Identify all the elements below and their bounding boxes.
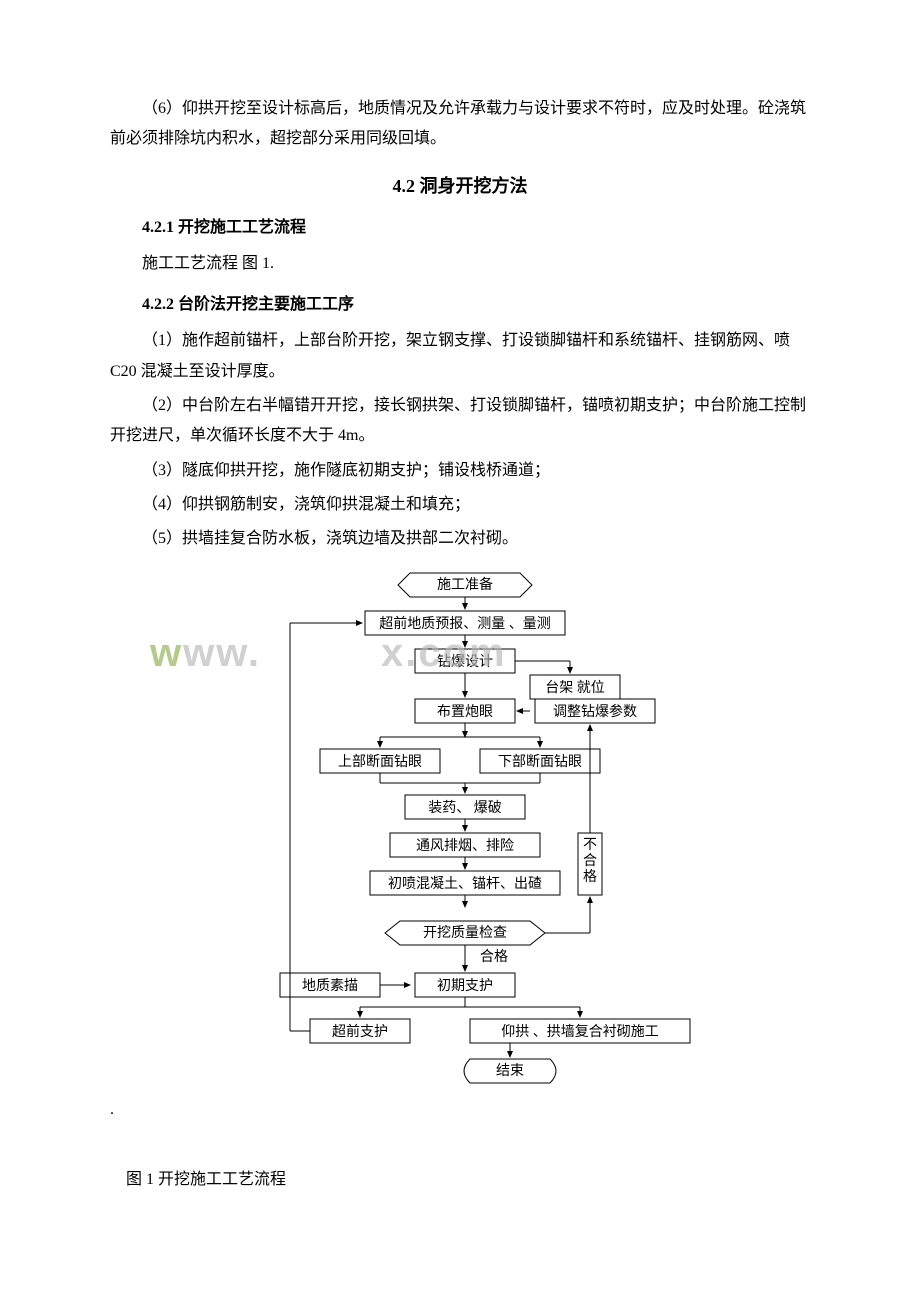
step-5: （5）拱墙挂复合防水板，浇筑边墙及拱部二次衬砌。 (110, 524, 810, 554)
svg-text:开挖质量检查: 开挖质量检查 (423, 925, 507, 941)
svg-text:装药、 爆破: 装药、 爆破 (428, 800, 502, 816)
step-1: （1）施作超前锚杆，上部台阶开挖，架立钢支撑、打设锁脚锚杆和系统锚杆、挂钢筋网、… (110, 326, 810, 387)
svg-text:超前支护: 超前支护 (332, 1023, 388, 1040)
svg-text:下部断面钻眼: 下部断面钻眼 (498, 754, 582, 770)
figure-1-flowchart: www.x.com 施工准备 超前地质预报、测量 、量测 钻爆设计 台架 就位 … (110, 565, 810, 1085)
svg-text:施工准备: 施工准备 (437, 576, 493, 593)
svg-text:结束: 结束 (496, 1063, 524, 1079)
svg-text:超前地质预报、测量 、量测: 超前地质预报、测量 、量测 (379, 615, 551, 632)
paragraph-6: （6）仰拱开挖至设计标高后，地质情况及允许承载力与设计要求不符时，应及时处理。砼… (110, 94, 810, 155)
svg-text:合: 合 (583, 853, 597, 869)
svg-text:地质素描: 地质素描 (302, 978, 358, 994)
paragraph-4-2-1: 施工工艺流程 图 1. (110, 249, 810, 279)
section-4-2-title: 4.2 洞身开挖方法 (110, 169, 810, 203)
step-4: （4）仰拱钢筋制安，浇筑仰拱混凝土和填充； (110, 490, 810, 520)
svg-text:合格: 合格 (480, 949, 508, 965)
step-3: （3）隧底仰拱开挖，施作隧底初期支护；铺设栈桥通道； (110, 456, 810, 486)
svg-text:格: 格 (583, 869, 597, 885)
svg-text:通风排烟、排险: 通风排烟、排险 (416, 838, 514, 854)
svg-text:初喷混凝土、锚杆、出碴: 初喷混凝土、锚杆、出碴 (388, 875, 542, 892)
flowchart-svg: 施工准备 超前地质预报、测量 、量测 钻爆设计 台架 就位 布置炮眼 调整钻爆参… (210, 565, 710, 1085)
subsection-4-2-1: 4.2.1 开挖施工工艺流程 (110, 213, 810, 243)
step-2: （2）中台阶左右半幅错开开挖，接长钢拱架、打设锁脚锚杆，锚喷初期支护；中台阶施工… (110, 391, 810, 452)
svg-text:初期支护: 初期支护 (437, 977, 493, 994)
subsection-4-2-2: 4.2.2 台阶法开挖主要施工工序 (110, 290, 810, 320)
svg-text:调整钻爆参数: 调整钻爆参数 (553, 703, 637, 720)
svg-text:台架 就位: 台架 就位 (545, 680, 605, 696)
svg-text:不: 不 (583, 838, 597, 853)
svg-text:钻爆设计: 钻爆设计 (437, 654, 493, 670)
figure-1-caption: 图 1 开挖施工工艺流程 (110, 1165, 810, 1195)
svg-text:仰拱 、拱墙复合衬砌施工: 仰拱 、拱墙复合衬砌施工 (501, 1023, 659, 1040)
svg-text:上部断面钻眼: 上部断面钻眼 (338, 754, 422, 770)
svg-text:布置炮眼: 布置炮眼 (437, 704, 493, 720)
